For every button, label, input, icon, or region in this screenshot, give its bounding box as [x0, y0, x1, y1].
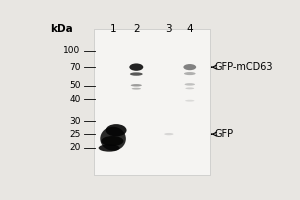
Text: 50: 50 [69, 81, 80, 90]
Ellipse shape [184, 83, 195, 86]
FancyBboxPatch shape [94, 29, 210, 175]
Text: 100: 100 [63, 46, 80, 55]
Ellipse shape [99, 144, 120, 152]
Ellipse shape [101, 136, 123, 146]
Text: 70: 70 [69, 63, 80, 72]
Text: 25: 25 [69, 130, 80, 139]
Text: 3: 3 [166, 24, 172, 34]
Ellipse shape [129, 63, 143, 71]
Ellipse shape [184, 72, 196, 75]
Ellipse shape [130, 72, 143, 76]
Ellipse shape [183, 64, 196, 70]
Ellipse shape [185, 100, 194, 102]
Ellipse shape [185, 87, 194, 89]
Text: kDa: kDa [50, 24, 73, 34]
Text: 30: 30 [69, 117, 80, 126]
Text: 4: 4 [187, 24, 193, 34]
Text: 20: 20 [69, 143, 80, 152]
Ellipse shape [164, 133, 173, 135]
Ellipse shape [132, 88, 141, 90]
Text: 1: 1 [110, 24, 116, 34]
Ellipse shape [131, 84, 142, 87]
Text: GFP: GFP [212, 129, 233, 139]
Ellipse shape [106, 124, 127, 136]
Text: 40: 40 [69, 95, 80, 104]
Text: 2: 2 [133, 24, 140, 34]
Ellipse shape [100, 127, 126, 151]
Text: GFP-mCD63: GFP-mCD63 [212, 62, 273, 72]
